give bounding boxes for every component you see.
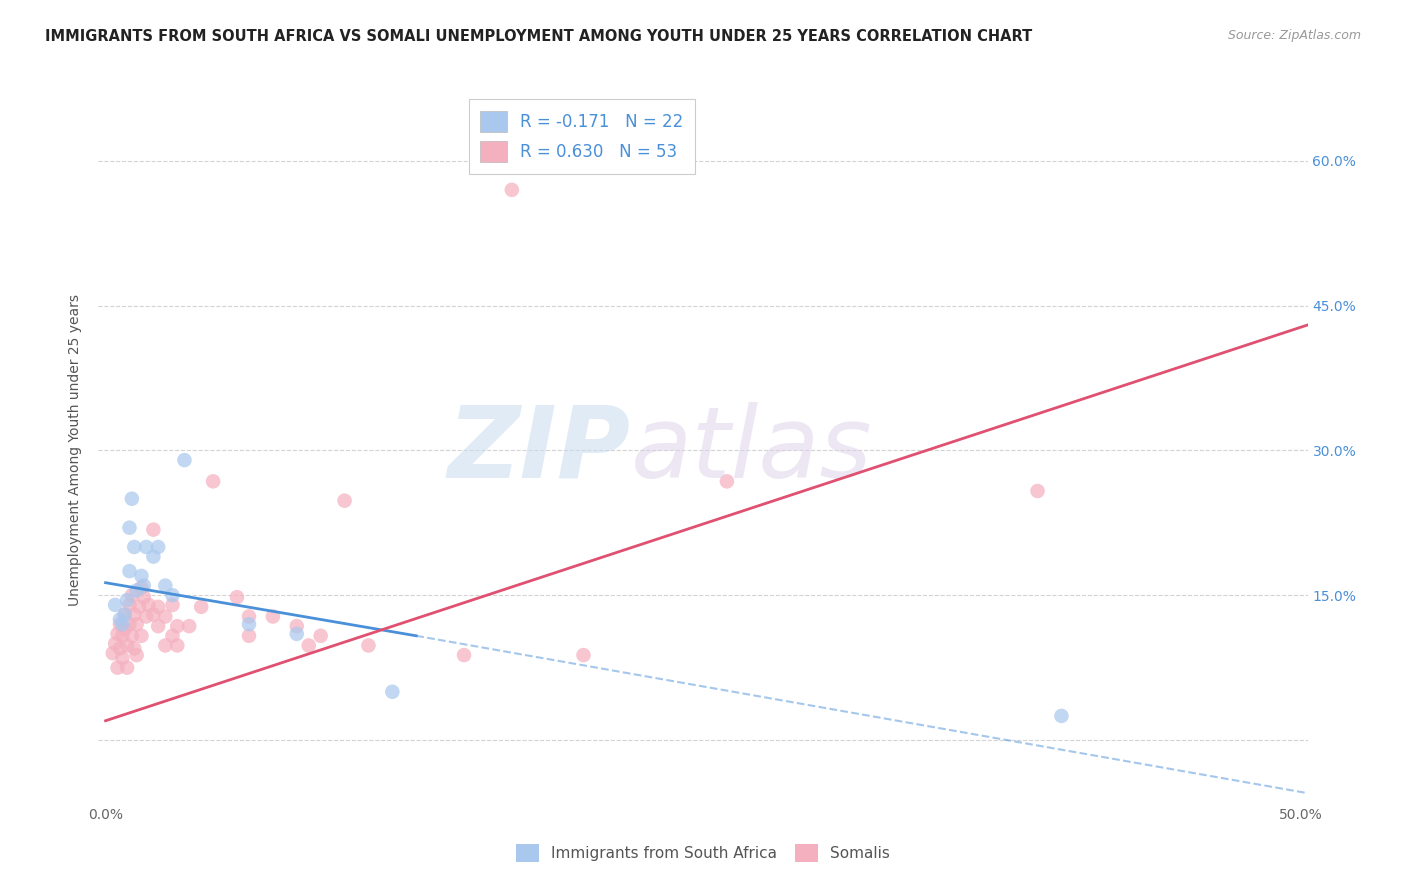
- Point: [173, 453, 195, 467]
- Point: [135, 609, 157, 624]
- Point: [146, 619, 169, 633]
- Point: [114, 607, 136, 622]
- Point: [128, 599, 150, 614]
- Point: [1026, 483, 1049, 498]
- Point: [115, 660, 138, 674]
- Point: [357, 639, 380, 653]
- Point: [107, 627, 129, 641]
- Point: [122, 641, 145, 656]
- Point: [162, 629, 184, 643]
- Point: [118, 598, 141, 612]
- Point: [132, 590, 155, 604]
- Point: [142, 549, 165, 564]
- Legend: Immigrants from South Africa, Somalis: Immigrants from South Africa, Somalis: [509, 838, 897, 868]
- Point: [121, 588, 143, 602]
- Point: [155, 609, 177, 624]
- Point: [131, 581, 153, 595]
- Point: [298, 639, 321, 653]
- Point: [155, 579, 177, 593]
- Point: [309, 629, 332, 643]
- Point: [135, 540, 157, 554]
- Point: [122, 607, 145, 622]
- Point: [501, 183, 523, 197]
- Point: [162, 588, 184, 602]
- Point: [115, 639, 138, 653]
- Point: [190, 599, 212, 614]
- Point: [166, 619, 188, 633]
- Point: [333, 493, 356, 508]
- Text: ZIP: ZIP: [447, 402, 630, 499]
- Point: [262, 609, 284, 624]
- Point: [111, 617, 134, 632]
- Point: [166, 639, 188, 653]
- Point: [114, 607, 136, 622]
- Point: [226, 590, 249, 604]
- Point: [104, 598, 127, 612]
- Point: [107, 660, 129, 674]
- Point: [238, 617, 260, 632]
- Point: [121, 629, 143, 643]
- Point: [572, 648, 595, 662]
- Point: [118, 521, 141, 535]
- Point: [453, 648, 475, 662]
- Point: [142, 607, 165, 622]
- Point: [285, 627, 308, 641]
- Point: [125, 617, 148, 632]
- Point: [118, 564, 141, 578]
- Point: [162, 598, 184, 612]
- Point: [381, 685, 404, 699]
- Point: [101, 646, 124, 660]
- Text: IMMIGRANTS FROM SOUTH AFRICA VS SOMALI UNEMPLOYMENT AMONG YOUTH UNDER 25 YEARS C: IMMIGRANTS FROM SOUTH AFRICA VS SOMALI U…: [45, 29, 1032, 44]
- Point: [122, 540, 145, 554]
- Point: [108, 612, 131, 626]
- Point: [131, 629, 153, 643]
- Point: [118, 617, 141, 632]
- Y-axis label: Unemployment Among Youth under 25 years: Unemployment Among Youth under 25 years: [69, 294, 83, 607]
- Point: [111, 629, 134, 643]
- Point: [114, 622, 136, 636]
- Point: [1050, 709, 1073, 723]
- Point: [238, 629, 260, 643]
- Point: [202, 475, 225, 489]
- Point: [146, 540, 169, 554]
- Text: Source: ZipAtlas.com: Source: ZipAtlas.com: [1227, 29, 1361, 42]
- Text: atlas: atlas: [630, 402, 872, 499]
- Point: [238, 609, 260, 624]
- Point: [179, 619, 201, 633]
- Point: [115, 593, 138, 607]
- Point: [155, 639, 177, 653]
- Point: [125, 583, 148, 598]
- Point: [104, 636, 127, 650]
- Point: [108, 641, 131, 656]
- Point: [131, 569, 153, 583]
- Legend: R = -0.171   N = 22, R = 0.630   N = 53: R = -0.171 N = 22, R = 0.630 N = 53: [468, 99, 696, 174]
- Point: [132, 579, 155, 593]
- Point: [142, 523, 165, 537]
- Point: [146, 599, 169, 614]
- Point: [716, 475, 738, 489]
- Point: [285, 619, 308, 633]
- Point: [108, 617, 131, 632]
- Point: [138, 598, 160, 612]
- Point: [125, 648, 148, 662]
- Point: [111, 651, 134, 665]
- Point: [121, 491, 143, 506]
